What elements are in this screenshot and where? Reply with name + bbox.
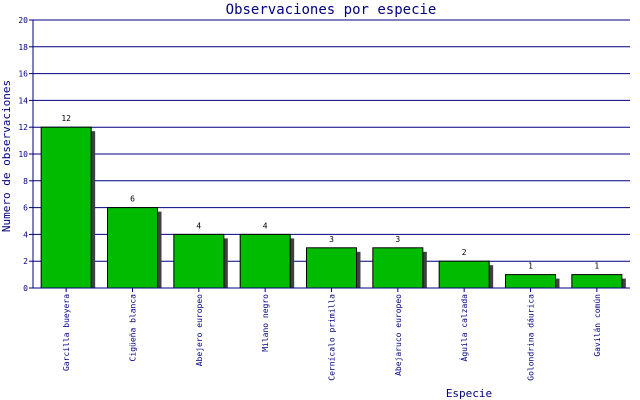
x-tick-label: Golondrina dáurica (527, 294, 536, 381)
data-label: 3 (329, 235, 334, 244)
bar (438, 260, 490, 289)
bar (571, 274, 623, 289)
x-tick-label: Abejero europeo (195, 294, 204, 366)
x-tick-label: Águila calzada (458, 294, 469, 362)
data-label: 4 (263, 221, 268, 230)
x-axis-label: Especie (446, 387, 492, 400)
y-tick-label: 0 (23, 284, 28, 293)
y-tick-label: 20 (18, 16, 28, 25)
bar (372, 247, 424, 289)
x-tick-label: Garcilla bueyera (62, 294, 71, 371)
bar (40, 126, 92, 289)
x-tick-label: Gavilán común (593, 294, 602, 357)
y-tick-label: 18 (18, 43, 28, 52)
y-tick-label: 4 (23, 230, 28, 239)
x-axis-ticks: Garcilla bueyera Cigüeña blanca Abejero eu… (62, 288, 602, 381)
x-tick-label: Cigüeña blanca (129, 294, 138, 362)
data-label: 12 (61, 114, 71, 123)
data-label: 2 (462, 248, 467, 257)
bar (173, 233, 225, 289)
y-tick-label: 14 (18, 96, 28, 105)
bar (306, 247, 357, 289)
data-label: 1 (594, 262, 599, 271)
data-label: 6 (130, 195, 135, 204)
y-tick-label: 2 (23, 257, 28, 266)
bar (239, 233, 291, 289)
y-tick-label: 6 (23, 204, 28, 213)
x-tick-label: Cernícalo primilla (328, 294, 337, 381)
x-tick-label: Milano negro (261, 294, 270, 352)
y-axis-ticks: 0 2 4 6 8 10 12 14 16 18 20 (18, 16, 33, 293)
y-tick-label: 16 (18, 70, 28, 79)
data-label: 3 (395, 235, 400, 244)
bars: 12 6 4 4 3 3 2 1 1 (40, 114, 626, 289)
data-label: 1 (528, 262, 533, 271)
bar (505, 274, 556, 289)
x-tick-label: Abejaruco europeo (394, 294, 403, 376)
data-label: 4 (196, 221, 201, 230)
y-tick-label: 8 (23, 177, 28, 186)
chart-title: Observaciones por especie (226, 2, 437, 18)
y-axis-label: Numero de observaciones (0, 80, 13, 232)
y-tick-label: 10 (18, 150, 28, 159)
y-tick-label: 12 (18, 123, 28, 132)
bar (107, 207, 158, 289)
